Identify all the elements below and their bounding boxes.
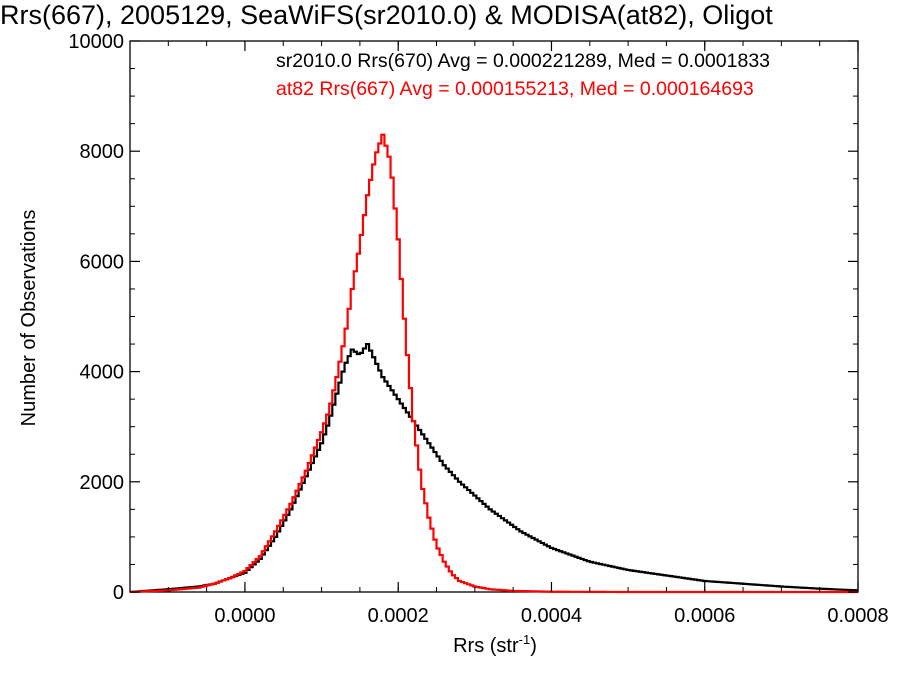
x-tick-label: 0.0004: [521, 605, 582, 627]
ticks-layer: 0.0000 0.0002 0.0004 0.0006 0.0008 0 2000 4000 6…: [68, 31, 888, 627]
series-annotation-black: sr2010.0 Rrs(670) Avg = 0.000221289, Med…: [276, 50, 770, 72]
series-line-1: [130, 133, 858, 594]
chart-title: Rrs(667), 2005129, SeaWiFS(sr2010.0) & M…: [0, 0, 773, 30]
x-axis-label: Rrs (str-1): [453, 632, 537, 657]
y-tick-label: 8000: [80, 141, 125, 163]
y-tick-label: 6000: [80, 251, 125, 273]
x-axis-label-main: Rrs (str: [453, 635, 519, 657]
axes-frame: [129, 40, 859, 593]
x-axis-label-end: ): [530, 635, 537, 657]
x-axis-label-sup: -1: [519, 632, 531, 647]
y-tick-label: 2000: [80, 472, 125, 494]
x-tick-label: 0.0000: [214, 605, 275, 627]
y-tick-label: 4000: [80, 362, 125, 384]
plot-area-border: [129, 40, 859, 593]
x-tick-label: 0.0002: [368, 605, 429, 627]
x-tick-label: 0.0006: [674, 605, 735, 627]
series-layer: [130, 133, 858, 594]
y-axis-label: Number of Observations: [18, 210, 40, 427]
y-tick-label: 10000: [68, 31, 124, 53]
series-annotation-red: at82 Rrs(667) Avg = 0.000155213, Med = 0…: [276, 78, 754, 100]
x-tick-label: 0.0008: [827, 605, 888, 627]
y-tick-label: 0: [113, 582, 124, 604]
series-line-0: [130, 342, 858, 593]
